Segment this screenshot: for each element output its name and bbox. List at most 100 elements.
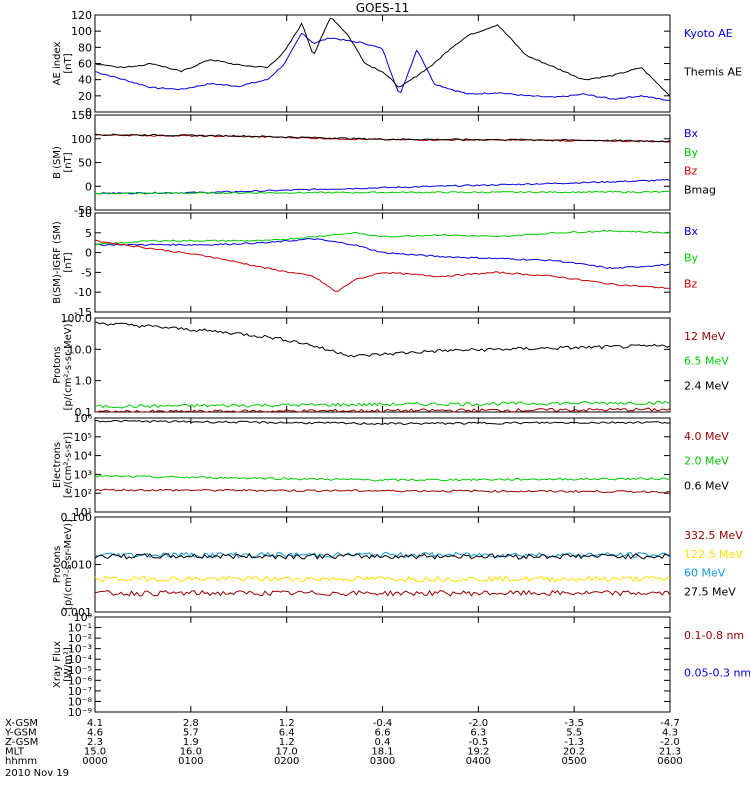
legend-entry: 2.4 MeV: [684, 379, 729, 392]
x-axis-value: 15.0: [84, 747, 106, 758]
legend-entry: Bmag: [684, 183, 716, 196]
series-line: [94, 552, 671, 560]
series-line: [94, 178, 671, 195]
y-tick-label: 10⁻⁷: [68, 685, 92, 698]
x-axis-value: 21.3: [659, 747, 681, 758]
panel-frame: [94, 516, 671, 613]
y-tick-label: 40: [78, 74, 92, 87]
series-line: [94, 133, 671, 143]
x-axis-value: 6.3: [470, 728, 486, 739]
x-axis-value: 6.6: [375, 728, 391, 739]
x-axis-value: 0200: [274, 756, 299, 767]
y-tick-label: 10²: [74, 487, 92, 500]
x-axis-row-label: hhmm: [5, 756, 37, 767]
y-tick-label: 50: [78, 157, 92, 170]
legend-entry: 0.6 MeV: [684, 479, 729, 492]
y-tick-label: 10⁻³: [68, 643, 92, 656]
legend-entry: Themis AE: [683, 66, 742, 79]
panel-frame: [94, 616, 671, 713]
x-axis-row-label: Y-GSM: [4, 728, 37, 739]
series-line: [94, 321, 671, 358]
legend-entry: 4.0 MeV: [684, 430, 729, 443]
x-axis-value: -2.0: [469, 718, 489, 729]
legend-entry: 332.5 MeV: [684, 529, 743, 542]
x-axis-value: 1.9: [183, 737, 199, 748]
y-axis-label-line: [p/(cm²-s-sr-MeV)]: [63, 319, 74, 410]
x-axis-row-label: X-GSM: [5, 718, 38, 729]
y-tick-label: 150: [71, 109, 92, 122]
y-tick-label: 10⁻²: [68, 632, 92, 645]
x-axis-row-label: MLT: [5, 747, 25, 758]
x-axis-value: 19.2: [467, 747, 489, 758]
y-axis-label-line: [p/(cm²-s-sr-MeV)]: [63, 519, 74, 610]
y-tick-label: 10³: [74, 468, 92, 481]
legend-entry: 27.5 MeV: [684, 585, 736, 598]
x-axis-value: 1.2: [279, 718, 295, 729]
x-axis-value: -4.7: [660, 718, 680, 729]
x-axis-value: -3.5: [564, 718, 584, 729]
y-tick-label: 10⁻⁵: [68, 664, 92, 677]
y-tick-label: 10¹: [74, 506, 92, 519]
x-axis-value: 0300: [370, 756, 395, 767]
series-line: [94, 589, 671, 597]
legend-entry: 122.5 MeV: [684, 548, 743, 561]
x-axis-value: 5.5: [566, 728, 582, 739]
x-axis-value: 0000: [82, 756, 107, 767]
y-tick-label: 10⁶: [74, 412, 93, 425]
y-tick-label: 10: [78, 207, 92, 220]
panel-frame: [94, 317, 671, 413]
y-tick-label: 0.100: [61, 511, 93, 524]
y-axis-label: Protons [p/(cm²-s-sr-MeV)]: [52, 519, 74, 610]
legend-entry: Bx: [684, 225, 699, 238]
y-tick-label: 0.010: [61, 559, 93, 572]
series-line: [94, 488, 671, 494]
legend-entry: Bz: [684, 165, 698, 178]
chart-title: GOES-11: [356, 1, 410, 15]
x-axis-value: 18.1: [371, 747, 393, 758]
x-axis-value: 0.4: [375, 737, 391, 748]
x-axis-value: 4.1: [87, 718, 103, 729]
y-tick-label: -5: [81, 266, 92, 279]
series-line: [94, 17, 671, 97]
panel-frame: [94, 14, 671, 113]
y-axis-label: Electrons [e/(cm²-s-sr)]: [52, 432, 74, 498]
x-axis-value: 20.2: [563, 747, 585, 758]
y-tick-label: 10⁻¹: [68, 622, 92, 635]
series-line: [94, 407, 671, 413]
series-line: [94, 419, 671, 426]
x-axis-value: 16.0: [180, 747, 202, 758]
y-tick-label: 10⁻⁸: [68, 695, 93, 708]
x-axis-row-label: Z-GSM: [5, 737, 38, 748]
y-axis-label-line: [nT]: [63, 252, 74, 272]
series-line: [94, 190, 671, 195]
x-axis-value: 1.2: [279, 737, 295, 748]
y-axis-label-line: [nT]: [63, 152, 74, 172]
y-tick-label: 80: [78, 41, 92, 54]
y-tick-label: 100.0: [61, 312, 93, 325]
series-line: [94, 400, 671, 409]
series-line: [94, 474, 671, 482]
legend-entry: Kyoto AE: [684, 27, 733, 40]
y-axis-label-line: [e/(cm²-s-sr)]: [63, 432, 74, 498]
y-axis-label: B (SM) [nT]: [52, 146, 74, 179]
y-tick-label: 1.0: [75, 375, 93, 388]
series-line: [94, 32, 671, 101]
y-tick-label: -50: [74, 204, 92, 217]
y-tick-label: 5: [85, 227, 92, 240]
y-tick-label: 0: [85, 247, 92, 260]
legend-entry: 0.1-0.8 nm: [684, 629, 744, 642]
y-tick-label: 0.1: [75, 406, 93, 419]
legend-entry: 60 MeV: [684, 567, 726, 580]
y-axis-label: Protons [p/(cm²-s-sr-MeV)]: [52, 319, 74, 410]
y-axis-label-line: Protons: [52, 346, 63, 383]
x-axis-value: 5.7: [183, 728, 199, 739]
panel-frame: [94, 212, 671, 313]
y-tick-label: 0: [85, 106, 92, 119]
y-tick-label: 10⁻⁴: [68, 653, 93, 666]
x-axis-value: -1.3: [564, 737, 584, 748]
x-axis-value: 2.3: [87, 737, 103, 748]
y-axis-label-line: B(SM)-IGRF (SM): [52, 221, 63, 304]
y-axis-label: B(SM)-IGRF (SM) [nT]: [52, 221, 74, 304]
legend-entry: 6.5 MeV: [684, 355, 729, 368]
